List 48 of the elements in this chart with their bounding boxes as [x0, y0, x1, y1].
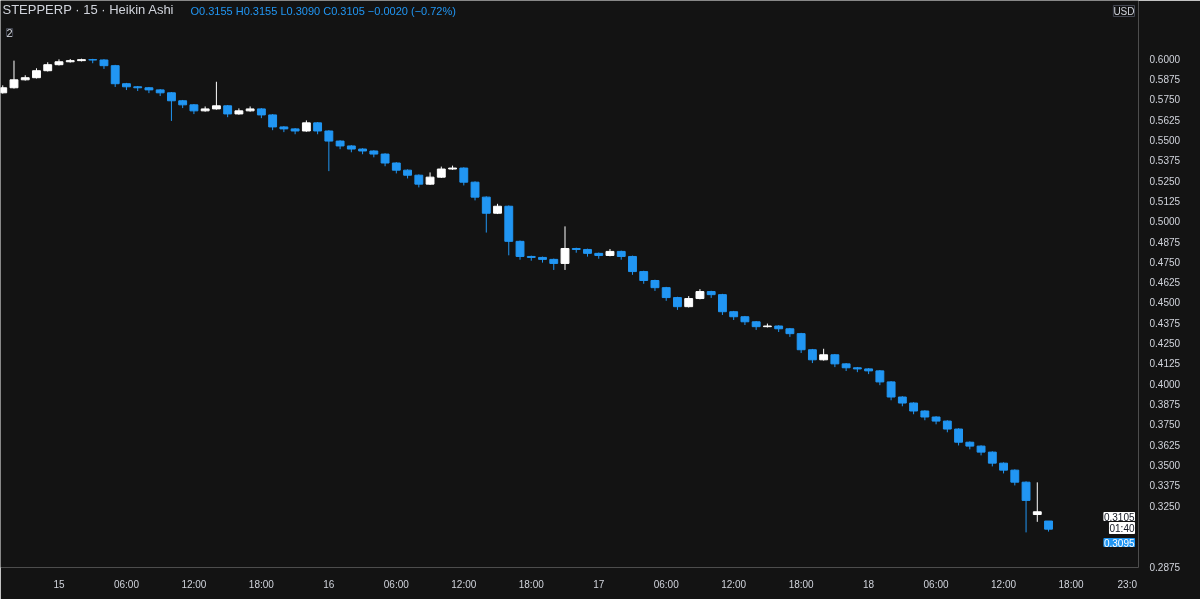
x-tick-label: 12:00 — [721, 578, 747, 590]
y-tick-label: 0.5125 — [1149, 195, 1181, 207]
y-tick-label: 0.3250 — [1149, 500, 1181, 512]
x-tick-label: 12:00 — [991, 578, 1017, 590]
x-tick-label: 15 — [53, 578, 65, 590]
x-tick-label: 12:00 — [181, 578, 207, 590]
y-tick-label: 0.4375 — [1149, 317, 1181, 329]
y-tick-label: 0.4250 — [1149, 338, 1181, 350]
annotation: 2 — [6, 26, 13, 39]
x-tick-label: 17 — [593, 578, 605, 590]
y-tick-label: 0.5500 — [1149, 134, 1181, 146]
y-tick-label: 0.3500 — [1149, 459, 1181, 471]
x-tick-label: 23:0 — [1117, 578, 1138, 590]
y-tick-label: 0.4875 — [1149, 236, 1181, 248]
x-tick-label: 18:00 — [248, 578, 275, 590]
x-tick-label: 12:00 — [451, 578, 477, 590]
y-tick-label: 0.4500 — [1149, 297, 1181, 309]
y-tick-label: 0.4750 — [1149, 256, 1181, 268]
y-tick-label: 0.4000 — [1149, 378, 1181, 390]
y-tick-label: 0.5875 — [1149, 73, 1181, 85]
y-tick-label: 0.6000 — [1149, 53, 1181, 65]
y-tick-label: 0.5375 — [1149, 155, 1181, 167]
x-tick-label: 18:00 — [518, 578, 545, 590]
y-tick-label: 0.2875 — [1149, 561, 1181, 573]
y-tick-label: 0.5625 — [1149, 114, 1181, 126]
y-tick-label: 0.5750 — [1149, 94, 1181, 106]
y-tick-label: 0.4625 — [1149, 277, 1181, 289]
y-tick-label: 0.4125 — [1149, 358, 1181, 370]
x-tick-label: 16 — [323, 578, 335, 590]
annotation: 0.3105 — [1103, 511, 1135, 523]
x-tick-label: 06:00 — [113, 578, 140, 590]
y-tick-label: 0.5000 — [1149, 216, 1181, 228]
y-tick-label: 0.3625 — [1149, 439, 1181, 451]
y-tick-label: 0.3875 — [1149, 399, 1181, 411]
x-tick-label: 06:00 — [653, 578, 680, 590]
annotation: 0.3095 — [1103, 537, 1135, 549]
y-tick-label: 0.3750 — [1149, 419, 1181, 431]
y-tick-label: 0.3375 — [1149, 480, 1181, 492]
x-tick-label: 18:00 — [1058, 578, 1084, 590]
x-tick-label: 18:00 — [788, 578, 815, 590]
annotation: 01:40 — [1109, 522, 1135, 534]
chart-subtitle: O0.3155 H0.3155 L0.3090 C0.3105 −0.0020 (−0.72%) — [190, 4, 456, 17]
y-axis-title: USD — [1113, 5, 1135, 17]
y-tick-label: 0.5250 — [1149, 175, 1181, 187]
x-tick-label: 06:00 — [923, 578, 950, 590]
x-tick-label: 06:00 — [383, 578, 410, 590]
x-tick-label: 18 — [863, 578, 875, 590]
chart-title: STEPPERP · 15 · Heikin Ashi — [2, 1, 174, 17]
